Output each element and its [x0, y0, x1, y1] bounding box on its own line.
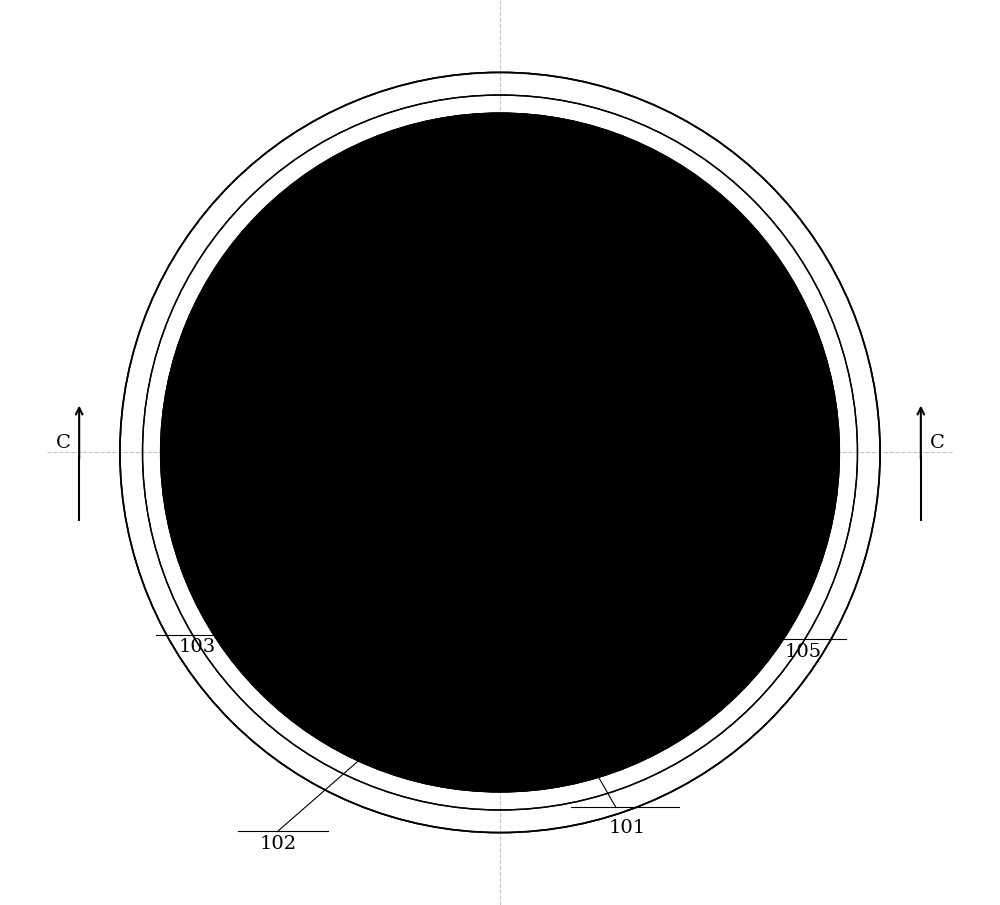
Text: 101: 101 — [608, 819, 645, 837]
Circle shape — [219, 172, 781, 733]
Text: 103: 103 — [178, 638, 215, 656]
Circle shape — [324, 276, 676, 629]
Circle shape — [161, 113, 839, 792]
Circle shape — [256, 208, 744, 697]
Text: C: C — [56, 434, 71, 452]
Text: C: C — [930, 434, 945, 452]
Text: 102: 102 — [260, 835, 297, 853]
Text: 105: 105 — [785, 643, 822, 661]
